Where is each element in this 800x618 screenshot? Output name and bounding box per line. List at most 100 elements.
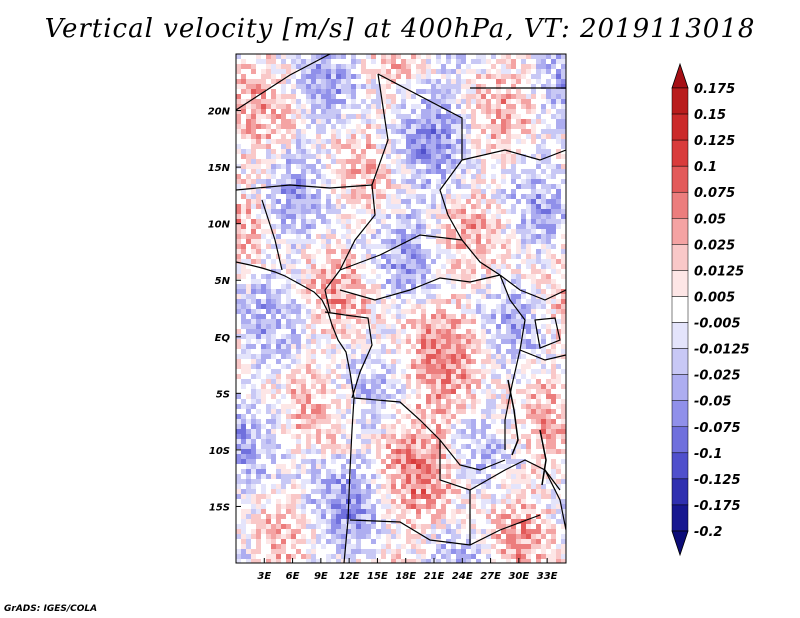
field-cell: [306, 194, 312, 200]
field-cell: [281, 159, 287, 165]
field-cell: [341, 309, 347, 315]
field-cell: [551, 419, 557, 425]
field-cell: [416, 114, 422, 120]
field-cell: [501, 359, 507, 365]
field-cell: [516, 84, 522, 90]
field-cell: [476, 229, 482, 235]
field-cell: [456, 149, 462, 155]
field-cell: [331, 74, 337, 80]
field-cell: [516, 154, 522, 160]
field-cell: [251, 64, 257, 70]
field-cell: [436, 64, 442, 70]
field-cell: [451, 104, 457, 110]
field-cell: [526, 189, 532, 195]
field-cell: [491, 309, 497, 315]
field-cell: [441, 279, 447, 285]
field-cell: [361, 424, 367, 430]
field-cell: [336, 209, 342, 215]
field-cell: [376, 114, 382, 120]
field-cell: [241, 399, 247, 405]
field-cell: [346, 89, 352, 95]
field-cell: [271, 59, 277, 65]
field-cell: [491, 184, 497, 190]
field-cell: [466, 249, 472, 255]
field-cell: [301, 149, 307, 155]
field-cell: [421, 279, 427, 285]
field-cell: [291, 114, 297, 120]
field-cell: [461, 344, 467, 350]
field-cell: [491, 84, 497, 90]
field-cell: [276, 209, 282, 215]
field-cell: [491, 344, 497, 350]
field-cell: [486, 79, 492, 85]
field-cell: [536, 279, 542, 285]
field-cell: [281, 104, 287, 110]
field-cell: [486, 114, 492, 120]
field-cell: [296, 359, 302, 365]
field-cell: [536, 414, 542, 420]
field-cell: [461, 264, 467, 270]
field-cell: [486, 234, 492, 240]
field-cell: [436, 394, 442, 400]
field-cell: [341, 224, 347, 230]
field-cell: [506, 419, 512, 425]
field-cell: [346, 169, 352, 175]
field-cell: [556, 414, 562, 420]
field-cell: [396, 179, 402, 185]
field-cell: [456, 264, 462, 270]
field-cell: [271, 104, 277, 110]
field-cell: [446, 219, 452, 225]
field-cell: [476, 324, 482, 330]
field-cell: [256, 64, 262, 70]
field-cell: [371, 89, 377, 95]
field-cell: [241, 319, 247, 325]
field-cell: [476, 124, 482, 130]
field-cell: [436, 189, 442, 195]
field-cell: [281, 224, 287, 230]
field-cell: [291, 334, 297, 340]
field-cell: [556, 109, 562, 115]
field-cell: [411, 254, 417, 260]
field-cell: [256, 234, 262, 240]
field-cell: [516, 359, 522, 365]
field-cell: [386, 134, 392, 140]
field-cell: [366, 69, 372, 75]
field-cell: [316, 204, 322, 210]
field-cell: [251, 229, 257, 235]
field-cell: [321, 284, 327, 290]
field-cell: [241, 324, 247, 330]
field-cell: [331, 389, 337, 395]
field-cell: [276, 219, 282, 225]
field-cell: [286, 209, 292, 215]
field-cell: [476, 189, 482, 195]
field-cell: [381, 354, 387, 360]
field-cell: [361, 274, 367, 280]
field-cell: [391, 169, 397, 175]
field-cell: [426, 254, 432, 260]
field-cell: [416, 99, 422, 105]
field-cell: [516, 199, 522, 205]
field-cell: [291, 209, 297, 215]
field-cell: [291, 259, 297, 265]
field-cell: [451, 374, 457, 380]
field-cell: [436, 194, 442, 200]
field-cell: [386, 409, 392, 415]
field-cell: [366, 229, 372, 235]
field-cell: [526, 149, 532, 155]
field-cell: [391, 104, 397, 110]
field-cell: [366, 119, 372, 125]
field-cell: [271, 134, 277, 140]
field-cell: [466, 144, 472, 150]
field-cell: [541, 84, 547, 90]
field-cell: [516, 334, 522, 340]
field-cell: [426, 124, 432, 130]
field-cell: [311, 304, 317, 310]
field-cell: [491, 144, 497, 150]
field-cell: [291, 234, 297, 240]
field-cell: [246, 179, 252, 185]
field-cell: [291, 109, 297, 115]
field-cell: [381, 69, 387, 75]
field-cell: [261, 54, 267, 60]
field-cell: [441, 339, 447, 345]
field-cell: [416, 319, 422, 325]
